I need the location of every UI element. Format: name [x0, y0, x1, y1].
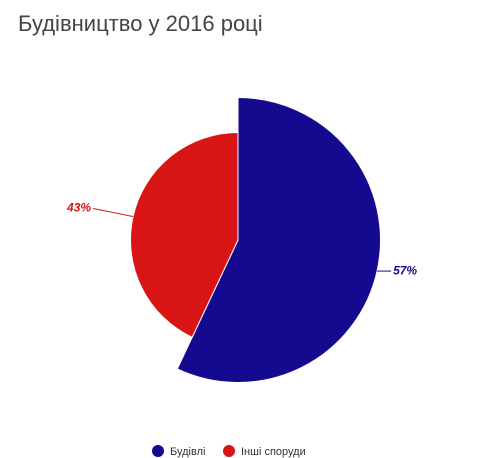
pie-slice [130, 131, 239, 338]
legend-marker [152, 445, 164, 457]
legend-label: Будівлі [170, 446, 205, 458]
pie-slice [176, 96, 381, 383]
value-label: 43% [66, 201, 91, 215]
legend-marker [223, 445, 235, 457]
chart-title: Будівництво у 2016 році [18, 11, 263, 36]
leader-line [92, 208, 134, 218]
legend-label: Інші споруди [241, 446, 306, 458]
value-label: 57% [393, 263, 417, 277]
